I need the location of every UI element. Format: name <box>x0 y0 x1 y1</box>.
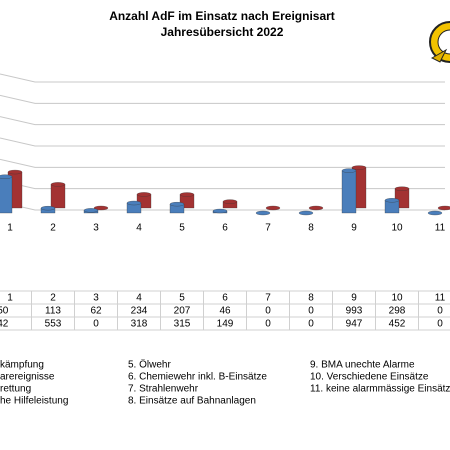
table-value: 207 <box>174 306 191 317</box>
table-value: 0 <box>437 319 443 330</box>
table-value: 0 <box>308 319 314 330</box>
x-tick-label: 11 <box>435 223 446 234</box>
table-value: 46 <box>219 306 231 317</box>
table-value: 318 <box>131 319 148 330</box>
bar-top <box>384 198 400 203</box>
bar-top <box>351 165 367 170</box>
table-value: 0 <box>265 306 271 317</box>
table-header: 10 <box>391 293 403 304</box>
bar-top <box>40 206 56 211</box>
bar-top <box>222 199 238 204</box>
bar-top <box>0 174 13 179</box>
bar <box>341 170 357 214</box>
table-value: 113 <box>45 306 61 317</box>
table-header: 7 <box>265 293 271 304</box>
bar-top <box>179 192 195 197</box>
table-value: 850 <box>0 306 9 317</box>
grid-line <box>0 180 445 190</box>
table-header: 5 <box>179 293 185 304</box>
x-tick-label: 5 <box>179 223 185 234</box>
legend-text: 11. keine alarmmässige Einsätze <box>310 384 450 395</box>
bar <box>0 176 13 214</box>
table-value: 947 <box>346 319 363 330</box>
legend-text: 5. Ölwehr <box>128 359 171 371</box>
table-value: 149 <box>217 319 234 330</box>
legend-text: he Hilfeleistung <box>0 396 68 407</box>
legend-text: 7. Strahlenwehr <box>128 384 199 395</box>
table-header: 2 <box>50 293 56 304</box>
legend-text: 6. Chemiewehr inkl. B-Einsätze <box>128 372 267 383</box>
bar-top <box>308 205 324 211</box>
x-tick-label: 8 <box>308 223 314 234</box>
logo <box>429 21 450 63</box>
table-header: 8 <box>308 293 314 304</box>
table-value: 553 <box>45 319 62 330</box>
bar-top <box>255 210 271 216</box>
table-header: 11 <box>435 293 446 304</box>
x-tick-label: 10 <box>391 223 403 234</box>
table-value: 0 <box>265 319 271 330</box>
bar-top <box>83 208 99 213</box>
table-value: 234 <box>131 306 148 317</box>
table-value: 62 <box>90 306 102 317</box>
table-header: 4 <box>136 293 142 304</box>
legend-text: 8. Einsätze auf Bahnanlagen <box>128 396 256 407</box>
bar-top <box>437 205 450 211</box>
bar-top <box>169 202 185 207</box>
bar-top <box>394 186 410 191</box>
legend-text: rettung <box>0 384 31 395</box>
legend-text: 10. Verschiedene Einsätze <box>310 372 429 383</box>
table-value: 0 <box>93 319 99 330</box>
x-tick-label: 6 <box>222 223 228 234</box>
bar-top <box>427 210 443 216</box>
grid-line <box>0 137 445 147</box>
grid-line <box>0 158 445 168</box>
grid-line <box>0 94 445 104</box>
bar-top <box>212 208 228 214</box>
table-value: 298 <box>389 306 406 317</box>
legend-text: arereignisse <box>0 372 55 383</box>
x-tick-label: 3 <box>93 223 99 234</box>
table-value: 0 <box>308 306 314 317</box>
bar-top <box>136 192 152 197</box>
bar-top <box>298 210 314 216</box>
chart-title: Anzahl AdF im Einsatz nach Ereignisart <box>109 9 335 23</box>
legend-text: 9. BMA unechte Alarme <box>310 360 415 371</box>
x-tick-label: 2 <box>50 223 56 234</box>
x-tick-label: 9 <box>351 223 357 234</box>
grid-line <box>0 73 445 83</box>
grid-line <box>0 201 445 211</box>
grid-line <box>0 116 445 126</box>
bar-top <box>341 168 357 173</box>
x-tick-label: 4 <box>136 223 142 234</box>
bar-top <box>126 200 142 206</box>
bar-top <box>50 182 66 187</box>
bar-top <box>7 169 23 175</box>
x-tick-label: 1 <box>7 223 13 234</box>
chart-subtitle: Jahresübersicht 2022 <box>161 25 284 39</box>
x-tick-label: 7 <box>265 223 271 234</box>
table-header: 3 <box>93 293 99 304</box>
table-header: 1 <box>7 293 13 304</box>
table-value: 0 <box>437 306 443 317</box>
bar <box>50 184 66 209</box>
table-header: 9 <box>351 293 357 304</box>
table-value: 315 <box>174 319 191 330</box>
bar-top <box>93 205 109 211</box>
table-header: 6 <box>222 293 228 304</box>
bar-top <box>265 205 281 211</box>
table-value: 842 <box>0 319 9 330</box>
legend-text: kämpfung <box>0 360 44 371</box>
table-value: 452 <box>389 319 406 330</box>
table-value: 993 <box>346 306 363 317</box>
